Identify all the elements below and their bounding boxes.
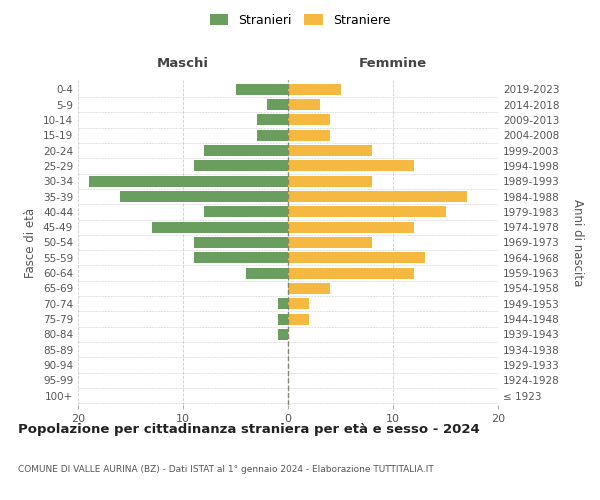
Bar <box>88 176 288 186</box>
Bar <box>277 329 288 340</box>
Bar <box>288 160 414 172</box>
Legend: Stranieri, Straniere: Stranieri, Straniere <box>207 11 393 29</box>
Bar <box>120 191 288 202</box>
Bar <box>288 314 309 324</box>
Bar <box>288 222 414 232</box>
Text: Maschi: Maschi <box>157 57 209 70</box>
Bar <box>277 298 288 310</box>
Bar <box>204 206 288 218</box>
Bar <box>288 252 425 264</box>
Bar <box>288 130 330 140</box>
Bar <box>277 314 288 324</box>
Bar <box>288 191 467 202</box>
Text: Popolazione per cittadinanza straniera per età e sesso - 2024: Popolazione per cittadinanza straniera p… <box>18 422 480 436</box>
Bar <box>288 268 414 278</box>
Bar <box>246 268 288 278</box>
Bar <box>235 84 288 94</box>
Bar <box>257 130 288 140</box>
Bar <box>193 252 288 264</box>
Text: COMUNE DI VALLE AURINA (BZ) - Dati ISTAT al 1° gennaio 2024 - Elaborazione TUTTI: COMUNE DI VALLE AURINA (BZ) - Dati ISTAT… <box>18 465 434 474</box>
Bar <box>193 237 288 248</box>
Bar <box>267 99 288 110</box>
Bar <box>288 99 320 110</box>
Bar <box>288 176 372 186</box>
Bar <box>288 237 372 248</box>
Bar <box>288 283 330 294</box>
Bar <box>288 84 341 94</box>
Bar <box>257 114 288 126</box>
Bar <box>288 298 309 310</box>
Bar <box>204 145 288 156</box>
Bar <box>288 206 445 218</box>
Y-axis label: Fasce di età: Fasce di età <box>25 208 37 278</box>
Bar <box>288 114 330 126</box>
Text: Femmine: Femmine <box>359 57 427 70</box>
Bar <box>288 145 372 156</box>
Bar <box>193 160 288 172</box>
Bar <box>151 222 288 232</box>
Y-axis label: Anni di nascita: Anni di nascita <box>571 199 584 286</box>
